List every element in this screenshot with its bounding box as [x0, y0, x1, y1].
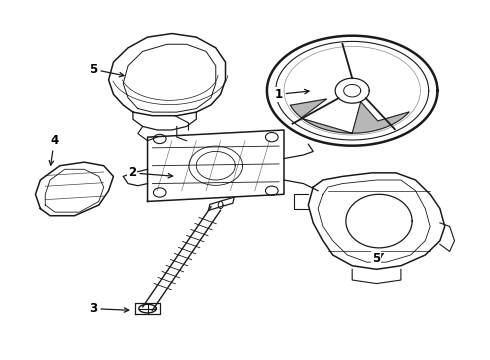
- Text: 5: 5: [89, 63, 124, 77]
- Polygon shape: [291, 99, 352, 133]
- Text: 3: 3: [89, 302, 129, 315]
- Polygon shape: [352, 102, 409, 133]
- Text: 5: 5: [372, 252, 383, 265]
- Text: 4: 4: [49, 134, 58, 165]
- Circle shape: [153, 134, 166, 144]
- Text: 1: 1: [274, 88, 309, 101]
- Circle shape: [266, 186, 278, 195]
- Circle shape: [153, 188, 166, 197]
- Text: 2: 2: [128, 166, 172, 179]
- Circle shape: [266, 132, 278, 142]
